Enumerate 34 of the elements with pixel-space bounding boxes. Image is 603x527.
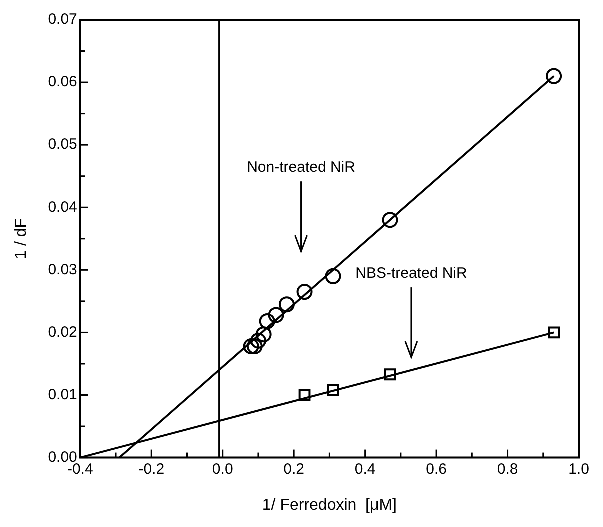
x-tick-label: 0.0 xyxy=(212,460,234,478)
point xyxy=(325,268,342,284)
point xyxy=(246,338,263,354)
point xyxy=(546,68,562,84)
y-tick-label: 0.05 xyxy=(48,136,78,154)
y-tick-label: 0.07 xyxy=(48,11,78,28)
point xyxy=(548,326,560,339)
annotation: Non-treated NiR xyxy=(247,159,356,176)
annotation: NBS-treated NiR xyxy=(356,265,468,282)
point xyxy=(256,326,272,343)
point xyxy=(384,368,396,381)
point xyxy=(327,384,340,396)
x-tick-label: 0.8 xyxy=(497,460,518,478)
point xyxy=(243,338,260,354)
x-tick-label: 0.6 xyxy=(426,460,447,478)
point xyxy=(382,212,398,228)
point xyxy=(259,313,276,330)
y-axis-title: 1 / dF xyxy=(13,218,30,260)
point xyxy=(250,332,266,349)
y-tick-label: 0.03 xyxy=(48,261,78,278)
y-tick-label: 0.02 xyxy=(48,324,78,341)
y-tick-label: 0.01 xyxy=(48,386,78,404)
x-tick-label: -0.4 xyxy=(67,460,94,478)
x-tick-label: 0.4 xyxy=(354,460,376,478)
x-axis-title: 1/ Ferredoxin [μM] xyxy=(262,496,397,514)
point xyxy=(278,296,295,313)
point xyxy=(298,389,311,402)
x-tick-label: 0.2 xyxy=(284,460,305,478)
y-tick-label: 0.04 xyxy=(48,198,78,216)
point xyxy=(268,307,284,324)
y-tick-label: 0.06 xyxy=(48,74,78,91)
x-tick-label: -0.2 xyxy=(138,460,165,478)
point xyxy=(296,284,313,300)
x-tick-label: 1.0 xyxy=(568,460,590,478)
